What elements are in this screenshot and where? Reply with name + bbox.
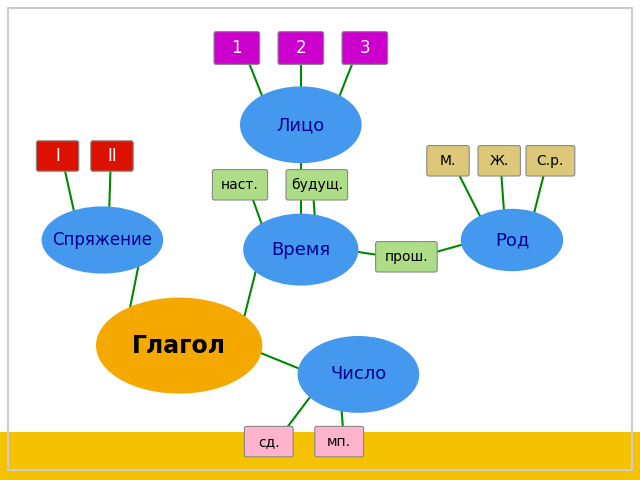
Text: Спряжение: Спряжение (52, 231, 152, 249)
Text: будущ.: будущ. (291, 178, 343, 192)
FancyBboxPatch shape (342, 32, 388, 64)
FancyBboxPatch shape (91, 141, 133, 171)
Text: 2: 2 (296, 39, 306, 57)
FancyBboxPatch shape (214, 32, 260, 64)
Text: сд.: сд. (258, 434, 280, 449)
Ellipse shape (298, 336, 419, 413)
Text: Род: Род (495, 231, 529, 249)
Text: 3: 3 (360, 39, 370, 57)
Text: мп.: мп. (327, 434, 351, 449)
Ellipse shape (42, 206, 163, 274)
Ellipse shape (243, 214, 358, 286)
Text: II: II (107, 147, 117, 165)
Text: С.р.: С.р. (537, 154, 564, 168)
Text: Ж.: Ж. (490, 154, 509, 168)
Ellipse shape (240, 86, 362, 163)
Text: 1: 1 (232, 39, 242, 57)
FancyBboxPatch shape (212, 169, 268, 200)
FancyBboxPatch shape (315, 426, 364, 457)
Text: Глагол: Глагол (132, 334, 226, 358)
Text: Число: Число (330, 365, 387, 384)
FancyBboxPatch shape (286, 169, 348, 200)
Text: Лицо: Лицо (276, 116, 325, 134)
FancyBboxPatch shape (478, 145, 520, 176)
FancyBboxPatch shape (427, 145, 469, 176)
Text: наст.: наст. (221, 178, 259, 192)
FancyBboxPatch shape (244, 426, 293, 457)
FancyBboxPatch shape (36, 141, 79, 171)
FancyBboxPatch shape (526, 145, 575, 176)
Ellipse shape (96, 298, 262, 394)
Text: I: I (55, 147, 60, 165)
Text: М.: М. (440, 154, 456, 168)
Text: Время: Время (271, 240, 330, 259)
FancyBboxPatch shape (376, 241, 437, 272)
Bar (0, 432, 640, 480)
Text: прош.: прош. (385, 250, 428, 264)
FancyBboxPatch shape (278, 32, 324, 64)
Ellipse shape (461, 209, 563, 271)
